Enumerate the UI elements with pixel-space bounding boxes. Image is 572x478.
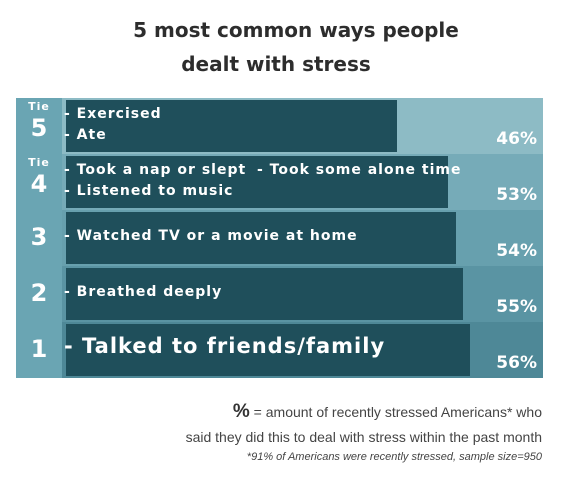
chart-row-rank-4: - Took a nap or slept - Took some alone t…: [62, 154, 543, 210]
chart-row-rank-1: - Talked to friends/family 56%: [62, 322, 543, 378]
footnote-line-1-text: = amount of recently stressed Americans*…: [249, 404, 542, 420]
bar-label: - Listened to music: [64, 183, 234, 199]
chart-title-line-1: 5 most common ways people: [133, 18, 459, 42]
chart-row-rank-5: - Exercised - Ate 46%: [62, 98, 543, 154]
value-label-rank-2: 55%: [496, 297, 537, 317]
bar-label: - Breathed deeply: [64, 284, 223, 300]
rank-number-5: 5: [30, 114, 48, 142]
value-label-rank-3: 54%: [496, 241, 537, 261]
stress-bar-chart: 5 Tie - Exercised - Ate 46% 4 Tie - Took a nap …: [16, 98, 543, 378]
bar-rank-3: [66, 212, 456, 264]
bar-label: - Took some alone time: [257, 162, 462, 178]
bar-label: - Ate: [64, 127, 107, 143]
rank-number-1: 1: [30, 335, 48, 363]
percent-symbol: %: [232, 401, 250, 422]
bar-rank-5: [66, 100, 397, 152]
chart-row-rank-3: - Watched TV or a movie at home 54%: [62, 210, 543, 266]
bar-rank-4: [66, 156, 448, 208]
value-label-rank-5: 46%: [496, 129, 537, 149]
bar-label: - Took a nap or slept: [64, 162, 247, 178]
bar-label: - Exercised: [64, 106, 162, 122]
footnote-line-1: % = amount of recently stressed American…: [233, 401, 542, 423]
chart-title-line-2: dealt with stress: [181, 52, 371, 76]
tie-label: Tie: [28, 100, 50, 113]
rank-number-4: 4: [30, 170, 48, 198]
bar-label: - Talked to friends/family: [64, 334, 386, 358]
bar-label: - Watched TV or a movie at home: [64, 228, 358, 244]
value-label-rank-1: 56%: [496, 353, 537, 373]
value-label-rank-4: 53%: [496, 185, 537, 205]
rank-column: [16, 98, 62, 378]
rank-number-2: 2: [30, 279, 48, 307]
bar-rank-1: [66, 324, 470, 376]
footnote-line-2: said they did this to deal with stress w…: [185, 429, 542, 445]
bar-rank-2: [66, 268, 463, 320]
footnote-line-3: *91% of Americans were recently stressed…: [246, 451, 542, 463]
chart-row-rank-2: - Breathed deeply 55%: [62, 266, 543, 322]
rank-number-3: 3: [30, 223, 48, 251]
tie-label: Tie: [28, 156, 50, 169]
